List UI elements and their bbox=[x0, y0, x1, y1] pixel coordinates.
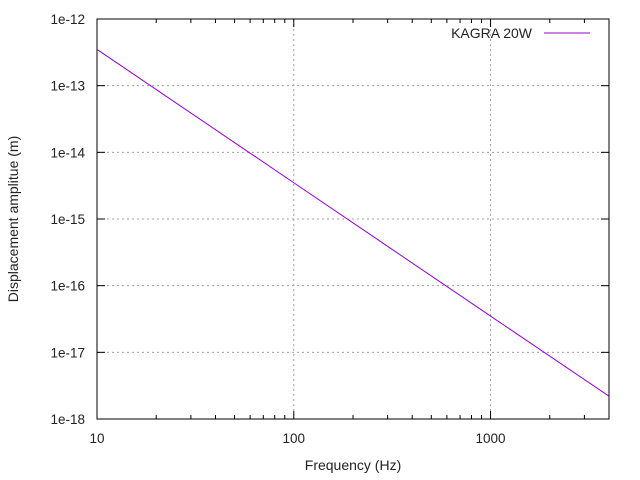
x-axis-title: Frequency (Hz) bbox=[305, 457, 401, 473]
x-tick-label: 1000 bbox=[476, 431, 506, 446]
legend: KAGRA 20W bbox=[451, 25, 590, 41]
y-tick-label: 1e-12 bbox=[50, 12, 85, 27]
x-tick-labels: 10 100 1000 bbox=[89, 431, 505, 446]
y-tick-label: 1e-18 bbox=[50, 412, 85, 427]
y-tick-label: 1e-13 bbox=[50, 79, 85, 94]
axis-ticks bbox=[96, 18, 610, 420]
series-lines bbox=[96, 48, 610, 397]
grid-lines bbox=[96, 19, 609, 419]
y-tick-labels: 1e-12 1e-13 1e-14 1e-15 1e-16 1e-17 1e-18 bbox=[50, 12, 85, 427]
x-tick-label: 10 bbox=[89, 431, 104, 446]
plot-frame bbox=[96, 18, 610, 420]
y-tick-label: 1e-17 bbox=[50, 345, 85, 360]
y-tick-label: 1e-14 bbox=[50, 145, 85, 160]
legend-label: KAGRA 20W bbox=[451, 25, 533, 41]
y-tick-label: 1e-16 bbox=[50, 279, 85, 294]
y-axis-title: Displacement amplitue (m) bbox=[5, 136, 21, 303]
x-tick-label: 100 bbox=[283, 431, 306, 446]
series-line bbox=[96, 48, 610, 397]
y-tick-label: 1e-15 bbox=[50, 212, 85, 227]
